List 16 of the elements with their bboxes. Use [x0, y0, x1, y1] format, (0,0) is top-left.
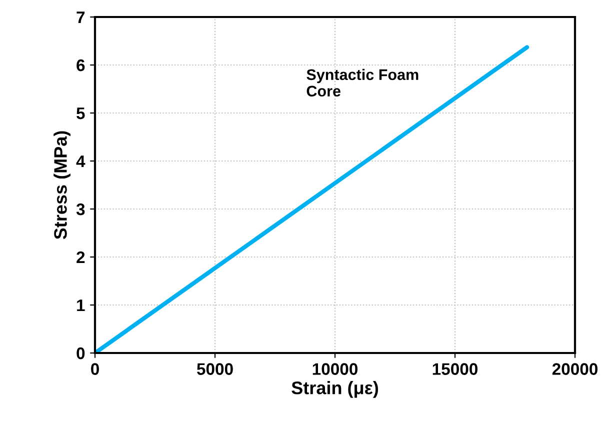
y-tick-label: 5 — [76, 108, 85, 120]
x-tick-label: 0 — [91, 363, 99, 375]
x-tick-label: 10000 — [312, 363, 358, 375]
y-tick-label: 3 — [76, 203, 85, 216]
y-axis-title: Stress (MPa) — [54, 131, 70, 240]
y-tick-label: 4 — [76, 156, 86, 168]
y-tick-label: 7 — [76, 12, 85, 24]
y-tick-label: 1 — [77, 300, 85, 312]
x-tick-label: 20000 — [552, 363, 598, 375]
y-tick-label: 0 — [76, 347, 85, 360]
x-tick-label: 5000 — [196, 363, 233, 375]
y-tick-label: 2 — [76, 251, 85, 264]
series-label: Syntactic Foam Core — [306, 68, 418, 97]
y-tick-label: 6 — [76, 59, 85, 72]
x-axis-title: Strain (με) — [292, 381, 378, 398]
x-tick-label: 15000 — [432, 363, 478, 375]
